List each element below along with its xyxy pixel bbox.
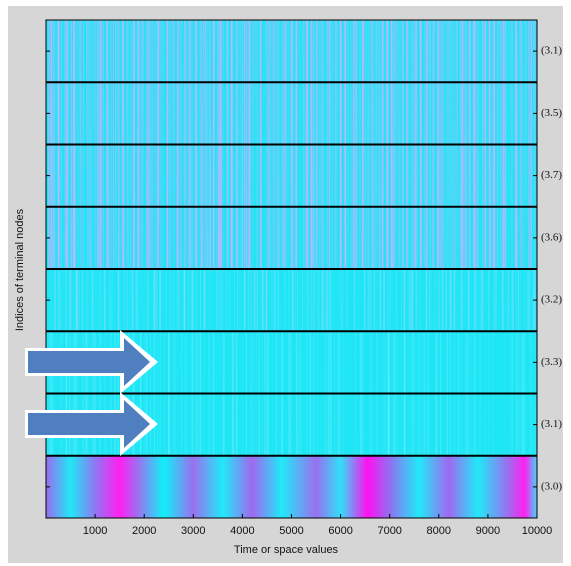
row-label: (3.7) [541,169,562,181]
row-texture [46,144,537,207]
x-tick-label: 10000 [522,525,553,537]
row-band [46,455,537,518]
x-tick-label: 6000 [328,525,352,537]
row-label: (3.1) [541,418,562,430]
row-label: (3.3) [541,356,562,368]
row-texture [46,269,537,332]
row-label: (3.5) [541,107,562,119]
x-axis-label: Time or space values [234,544,339,556]
x-tick-label: 7000 [377,525,401,537]
x-tick-label: 4000 [230,525,254,537]
y-axis-label: Indices of terminal nodes [14,208,26,331]
x-tick-label: 1000 [83,525,107,537]
row-texture [46,82,537,145]
row-label: (3.0) [541,480,562,492]
arrows [25,330,158,456]
x-tick-label: 3000 [181,525,205,537]
x-tick-label: 9000 [476,525,500,537]
arrow [28,338,150,386]
x-tick-label: 5000 [279,525,303,537]
x-tick-label: 2000 [132,525,156,537]
row-texture [46,20,537,83]
x-tick-label: 8000 [427,525,451,537]
plot-area: (3.1) (3.5) (3.7) (3.6) (3.2) (3.3) (3.1) (3.0)… [45,19,562,537]
row-label: (3.6) [541,231,562,243]
row-label: (3.1) [541,45,562,57]
row-texture [46,206,537,269]
row-label: (3.2) [541,294,562,306]
arrow [28,400,150,448]
